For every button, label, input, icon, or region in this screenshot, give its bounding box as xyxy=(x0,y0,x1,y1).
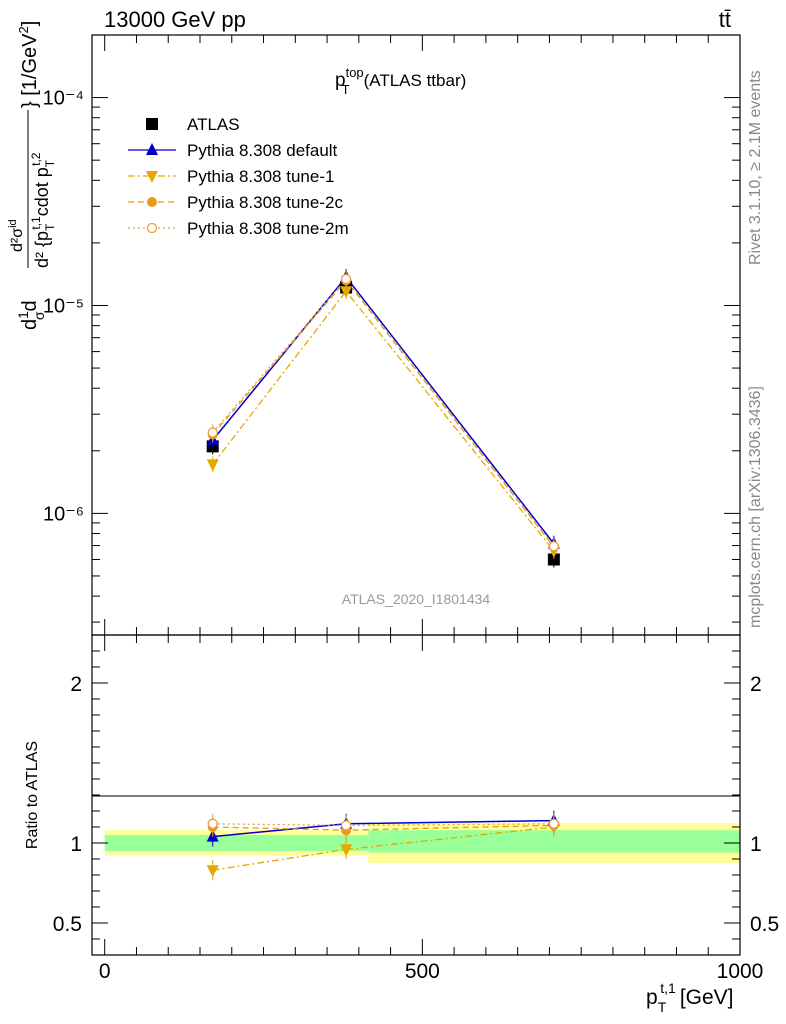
xtick-label: 0 xyxy=(99,960,111,983)
xtick-label: 1000 xyxy=(717,960,764,983)
main-line-3 xyxy=(212,279,555,548)
ratio-frame xyxy=(91,634,741,956)
legend-marker-4 xyxy=(146,222,158,234)
main-ytick-label: 10⁻⁶ xyxy=(43,503,84,525)
ylabel-d2: d xyxy=(19,300,41,311)
ratio-line-3 xyxy=(212,823,554,827)
main-point-2-0 xyxy=(206,459,219,472)
ratio-ylabel: Ratio to ATLAS xyxy=(24,741,41,849)
ylabel-den1: d² {p xyxy=(32,231,52,268)
ylabel-t2: t,2 xyxy=(29,152,43,166)
ylabel-id: id xyxy=(7,219,19,228)
ratio-ticks: 0.5 0.5 1 1 2 2 0 500 1000 xyxy=(53,635,779,983)
xtick-label: 500 xyxy=(405,960,440,983)
analysis-label: ATLAS_2020_I1801434 xyxy=(342,591,491,607)
title-main: p xyxy=(335,70,346,91)
ylabel-t1: t,1 xyxy=(29,216,43,230)
svg-text:d1σd: d1σd xyxy=(15,300,47,330)
main-panel: 10⁻⁶ 10⁻⁵ 10⁻⁴ ptop T (ATLAS ttbar) ATLAS_20… xyxy=(7,21,741,636)
svg-text:d²σid: d²σid xyxy=(7,219,26,252)
ratio-point-3-0 xyxy=(207,818,218,829)
main-line-2 xyxy=(212,290,555,552)
ylabel-num: d²σ xyxy=(9,228,26,252)
legend-marker-0 xyxy=(146,118,158,130)
ratio-ytick-label-left: 0.5 xyxy=(53,913,82,936)
x-axis-label: pTt,1 [GeV] xyxy=(646,980,734,1015)
xlabel-rest: [GeV] xyxy=(680,986,734,1009)
ratio-point-3-2 xyxy=(548,818,560,829)
ratio-point-1-1 xyxy=(340,844,353,857)
ratio-ytick-label-left: 1 xyxy=(70,833,82,856)
ylabel-unit: } [1/GeV xyxy=(19,33,41,108)
title-rest: (ATLAS ttbar) xyxy=(364,71,467,90)
ylabel-T1: T xyxy=(43,223,57,231)
ylabel-T2: T xyxy=(43,159,57,167)
main-ytick-label: 10⁻⁵ xyxy=(43,295,84,317)
ylabel-unit-sup: 2 xyxy=(16,26,31,33)
legend-marker-1 xyxy=(146,143,158,155)
ratio-point-1-0 xyxy=(206,865,219,878)
legend-label-4: Pythia 8.308 tune-2m xyxy=(187,219,349,238)
legend-label-3: Pythia 8.308 tune-2c xyxy=(187,193,343,212)
main-line-1 xyxy=(212,275,555,545)
xlabel-main: p xyxy=(646,986,658,1009)
legend-marker-3 xyxy=(147,197,157,207)
legend-marker-2 xyxy=(146,171,158,183)
legend-label-0: ATLAS xyxy=(187,115,240,134)
ratio-ytick-label-right: 0.5 xyxy=(750,913,779,936)
legend-label-2: Pythia 8.308 tune-1 xyxy=(187,167,334,186)
svg-text:} [1/GeV2]: } [1/GeV2] xyxy=(16,21,41,108)
svg-text:d² {pTt,1cdot pTt,2: d² {pTt,1cdot pTt,2 xyxy=(29,152,57,268)
header-right: tt̄ xyxy=(719,7,731,32)
ratio-ytick-label-right: 1 xyxy=(750,833,762,856)
ylabel-cdot: cdot p xyxy=(32,167,52,216)
title-sub: T xyxy=(342,82,350,97)
main-curves xyxy=(212,275,555,552)
main-ytick-label: 10⁻⁴ xyxy=(43,88,84,110)
main-points xyxy=(206,269,560,568)
main-point-4-0 xyxy=(207,427,218,438)
legend: ATLAS Pythia 8.308 default Pythia 8.308 tu… xyxy=(128,115,349,238)
ratio-ytick-label-right: 2 xyxy=(750,673,762,696)
main-line-4 xyxy=(212,278,555,547)
title-sup: top xyxy=(346,65,364,80)
main-ylabel: d1σd d²σid d² {pTt,1cdot pTt,2 } [1/GeV2… xyxy=(7,21,57,330)
ratio-panel: 0.5 0.5 1 1 2 2 0 500 1000 Ratio to ATLAS pTt,1[… xyxy=(24,634,779,1015)
legend-label-1: Pythia 8.308 default xyxy=(187,141,338,160)
xlabel-sup: t,1 xyxy=(660,980,676,996)
main-point-2-1 xyxy=(340,286,353,299)
ylabel-d1: d xyxy=(19,319,41,330)
ratio-point-3-1 xyxy=(340,820,352,831)
main-point-4-2 xyxy=(548,541,560,552)
header-left: 13000 GeV pp xyxy=(104,7,246,32)
main-point-0-2 xyxy=(547,553,560,566)
main-ticks: 10⁻⁶ 10⁻⁵ 10⁻⁴ xyxy=(43,34,741,635)
ylabel-unit-close: ] xyxy=(19,21,41,27)
band-stat-1 xyxy=(368,830,740,853)
ratio-bands xyxy=(104,823,740,863)
rivet-label: Rivet 3.1.10, ≥ 2.1M events xyxy=(747,70,764,265)
plot-title: ptop T (ATLAS ttbar) xyxy=(335,65,466,97)
main-point-4-1 xyxy=(340,273,352,285)
ylabel-one: 1 xyxy=(15,311,31,319)
mcplots-label: mcplots.cern.ch [arXiv:1306.3436] xyxy=(747,386,764,628)
ratio-points xyxy=(206,810,560,881)
ylabel-sigma: σ xyxy=(31,311,47,320)
band-stat-0 xyxy=(104,835,369,851)
xlabel-sub: T xyxy=(658,999,667,1015)
ratio-ytick-label-left: 2 xyxy=(70,673,82,696)
